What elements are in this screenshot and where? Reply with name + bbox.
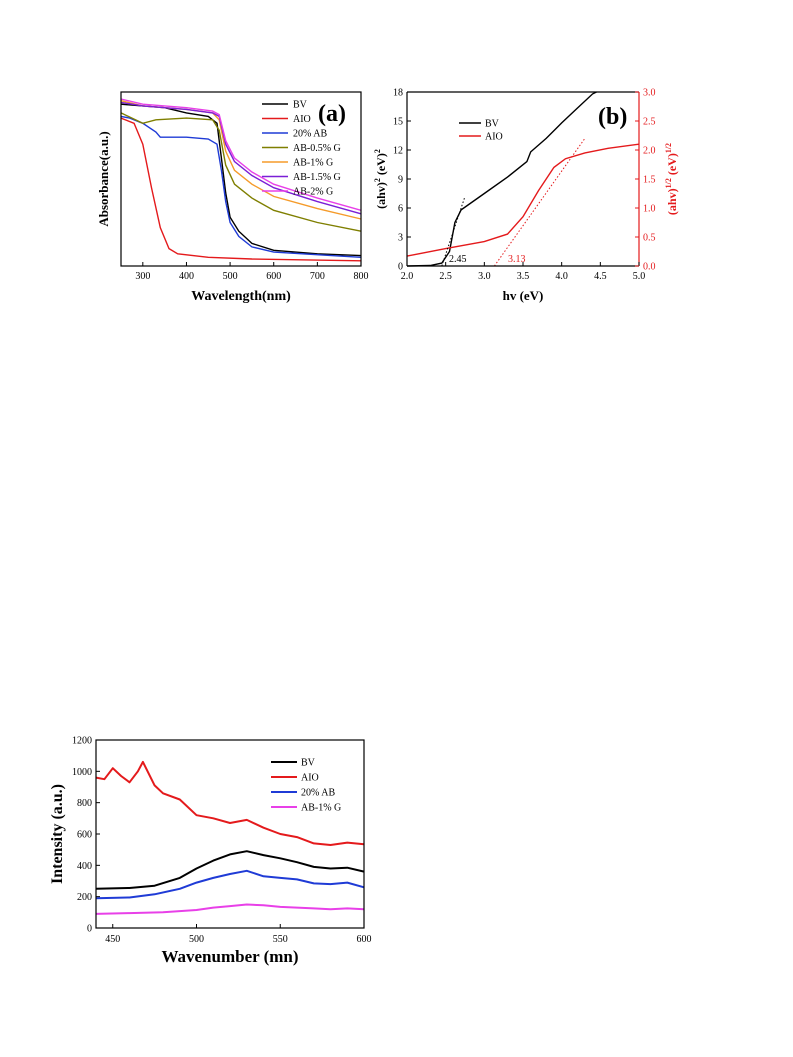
- legend-label: BV: [485, 119, 500, 130]
- series-line-aio: [406, 143, 640, 257]
- x-tick-label: 400: [179, 271, 194, 282]
- x-tick-label: 4.5: [594, 271, 607, 282]
- y-tick-label: 3: [398, 233, 403, 244]
- x-tick-label: 300: [135, 271, 150, 282]
- y2-tick-label: 1.0: [643, 204, 656, 215]
- x-tick-label: 500: [189, 934, 204, 945]
- chart-b: 2.0 2.5 3.0 3.5 4.0 4.5 5.0 0 3 6 9 12 15 18 0.0 0.5 1.0…: [373, 88, 679, 304]
- x-tick-label: 500: [223, 271, 238, 282]
- legend-label: AB-1.5% G: [293, 172, 341, 183]
- x-tick-label: 2.0: [401, 271, 414, 282]
- legend-label: 20% AB: [293, 129, 328, 140]
- y-tick-label: 6: [398, 204, 403, 215]
- y2-tick-label: 0.0: [643, 262, 656, 273]
- y-tick-label: 9: [398, 175, 403, 186]
- y-tick-label: 1200: [72, 736, 92, 747]
- bandgap-annotation: 3.13: [508, 254, 526, 265]
- y-tick-label: 12: [393, 146, 403, 157]
- legend-label: BV: [293, 100, 308, 111]
- series-line-20-ab: [95, 869, 365, 900]
- tangent-line: [493, 138, 586, 267]
- x-tick-label: 700: [310, 271, 325, 282]
- legend-label: AB-1% G: [293, 158, 333, 169]
- x-tick-label: 600: [357, 934, 372, 945]
- series-line-ab-1-g: [95, 903, 365, 915]
- plot-frame: [120, 91, 362, 267]
- legend-label: AB-0.5% G: [293, 143, 341, 154]
- panel-label-b: (b): [598, 104, 627, 130]
- legend-label: AIO: [485, 132, 503, 143]
- series-line-ab-2-g: [120, 98, 362, 211]
- x-tick-label: 3.5: [517, 271, 530, 282]
- legend-label: AIO: [293, 114, 311, 125]
- chart-a: 300 400 500 600 700 800 Wavelength(nm) Absorban…: [96, 91, 369, 304]
- y2-tick-label: 3.0: [643, 88, 656, 99]
- x-axis-label: Wavelength(nm): [191, 289, 291, 304]
- legend-label: BV: [301, 758, 316, 769]
- x-tick-label: 2.5: [439, 271, 452, 282]
- y2-tick-label: 0.5: [643, 233, 656, 244]
- y-tick-label: 1000: [72, 767, 92, 778]
- legend-label: AB-1% G: [301, 803, 341, 814]
- series-line-ab-0-5-g: [120, 112, 362, 232]
- series-line-aio: [95, 760, 365, 846]
- y2-tick-label: 2.5: [643, 117, 656, 128]
- chart-c: 450 500 550 600 0 200 400 600 800 1000 1200 Wavenum…: [49, 736, 372, 967]
- series-line-bv: [406, 91, 597, 267]
- legend-label: AB-2% G: [293, 187, 333, 198]
- y-tick-label: 15: [393, 117, 403, 128]
- legend-label: 20% AB: [301, 788, 336, 799]
- series-line-bv: [95, 850, 365, 890]
- y-tick-label: 18: [393, 88, 403, 99]
- x-tick-label: 550: [273, 934, 288, 945]
- x-axis-label: Wavenumber (mn): [161, 947, 298, 966]
- y-tick-label: 800: [77, 798, 92, 809]
- series-line-20-ab: [120, 115, 362, 258]
- x-tick-label: 450: [105, 934, 120, 945]
- legend-label: AIO: [301, 773, 319, 784]
- x-tick-label: 3.0: [478, 271, 491, 282]
- x-tick-label: 800: [354, 271, 369, 282]
- series-line-aio: [120, 117, 362, 262]
- y-axis-label: (ahv)2 (eV)2: [373, 149, 388, 209]
- y-tick-label: 0: [87, 924, 92, 935]
- y-tick-label: 200: [77, 892, 92, 903]
- x-tick-label: 5.0: [633, 271, 646, 282]
- x-tick-label: 4.0: [555, 271, 568, 282]
- bandgap-annotation: 2.45: [449, 254, 467, 265]
- y-axis-label: Absorbance(a.u.): [96, 131, 111, 226]
- y-tick-label: 600: [77, 830, 92, 841]
- y-axis-label: Intensity (a.u.): [49, 784, 66, 884]
- y2-axis-label: (ahv)1/2 (eV)1/2: [664, 143, 679, 215]
- plot-frame: [95, 739, 365, 929]
- x-axis-label: hv (eV): [503, 288, 544, 303]
- y2-tick-label: 1.5: [643, 175, 656, 186]
- y-tick-label: 400: [77, 861, 92, 872]
- x-tick-label: 600: [266, 271, 281, 282]
- y-tick-label: 0: [398, 262, 403, 273]
- y2-tick-label: 2.0: [643, 146, 656, 157]
- panel-label-a: (a): [318, 101, 346, 127]
